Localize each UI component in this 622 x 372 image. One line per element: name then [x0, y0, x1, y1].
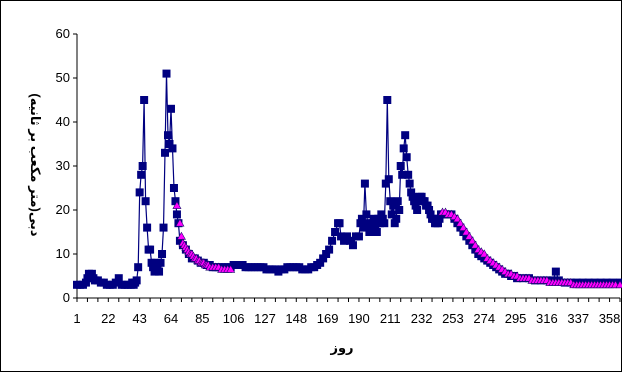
observed-point: [399, 144, 408, 153]
y-tick-label: 0: [63, 290, 70, 305]
observed-point: [156, 258, 165, 267]
x-tick-label: 1: [73, 311, 80, 326]
observed-point: [360, 179, 369, 188]
observed-point: [404, 170, 413, 179]
observed-point: [140, 96, 149, 104]
observed-series: [73, 69, 622, 289]
x-tick-label: 316: [536, 311, 558, 326]
x-tick-label: 337: [567, 311, 589, 326]
observed-point: [168, 144, 177, 153]
observed-point: [372, 228, 381, 236]
x-tick-label: 22: [101, 311, 115, 326]
observed-point: [384, 175, 393, 184]
observed-point: [137, 170, 146, 179]
x-tick-label: 211: [380, 311, 401, 326]
simulated-point: [455, 218, 465, 227]
simulated-point: [461, 227, 471, 236]
simulated-series: [172, 200, 622, 289]
x-axis-label: روز: [329, 340, 353, 355]
simulated-point: [175, 218, 185, 227]
observed-point: [387, 210, 396, 219]
observed-point: [405, 179, 414, 188]
observed-point: [141, 197, 150, 206]
simulated-point: [458, 222, 468, 231]
observed-point: [335, 219, 344, 228]
observed-point: [155, 267, 164, 276]
x-tick-label: 64: [164, 311, 178, 326]
simulated-point: [479, 249, 489, 258]
x-tick-label: 85: [195, 311, 209, 326]
observed-point: [135, 188, 144, 197]
observed-point: [392, 214, 401, 223]
observed-point: [114, 274, 123, 283]
y-tick-label: 60: [56, 26, 70, 41]
y-tick-label: 20: [56, 202, 70, 217]
observed-point: [393, 197, 402, 206]
simulated-point: [172, 200, 182, 209]
observed-point: [161, 148, 170, 157]
observed-point: [413, 206, 422, 214]
observed-point: [166, 104, 175, 113]
observed-point: [132, 276, 141, 285]
x-tick-label: 253: [442, 311, 464, 326]
observed-point: [158, 250, 167, 258]
observed-point: [143, 223, 152, 232]
observed-point: [348, 241, 357, 250]
y-axis-label: دبی(متر مکعب بر ثانیه): [28, 93, 43, 236]
observed-point: [402, 153, 411, 162]
x-tick-label: 232: [411, 311, 433, 326]
simulated-point: [226, 264, 236, 273]
observed-point: [354, 232, 363, 241]
observed-point: [163, 131, 172, 140]
observed-point: [169, 184, 178, 192]
x-axis-ticks: 1 22 43 64 85 106 127 148 169 190 211 232 253 274 295 3…: [73, 298, 621, 326]
x-tick-label: 190: [348, 311, 370, 326]
observed-point: [325, 245, 334, 254]
x-tick-label: 295: [505, 311, 527, 326]
y-tick-label: 50: [56, 70, 70, 85]
simulated-point: [467, 236, 477, 245]
observed-point: [159, 223, 168, 232]
x-tick-label: 43: [132, 311, 146, 326]
simulated-point: [452, 214, 462, 223]
observed-point: [389, 201, 398, 210]
simulated-point: [464, 231, 474, 240]
simulated-point: [470, 240, 480, 249]
observed-point: [401, 131, 410, 140]
x-tick-label: 106: [223, 311, 245, 326]
observed-point: [328, 236, 337, 245]
observed-point: [134, 263, 143, 272]
x-tick-label: 127: [254, 311, 276, 326]
observed-point: [331, 228, 340, 236]
y-tick-label: 40: [56, 114, 70, 129]
observed-point: [380, 219, 389, 228]
observed-point: [362, 210, 371, 219]
observed-point: [138, 162, 147, 170]
x-tick-label: 169: [317, 311, 339, 326]
y-tick-label: 30: [56, 158, 70, 173]
observed-point: [357, 214, 366, 223]
observed-point: [162, 69, 171, 78]
observed-point: [172, 210, 181, 219]
y-tick-label: 10: [56, 246, 70, 261]
observed-point: [396, 162, 405, 170]
observed-point: [395, 206, 404, 214]
observed-point: [383, 96, 392, 104]
x-tick-label: 148: [285, 311, 307, 326]
x-tick-label: 358: [599, 311, 621, 326]
observed-point: [146, 245, 155, 254]
x-tick-label: 274: [473, 311, 495, 326]
observed-point: [551, 267, 560, 276]
y-axis-ticks: 0 10 20 30 40 50 60: [56, 26, 77, 305]
simulated-point: [176, 231, 186, 240]
simulated-point: [615, 280, 622, 289]
